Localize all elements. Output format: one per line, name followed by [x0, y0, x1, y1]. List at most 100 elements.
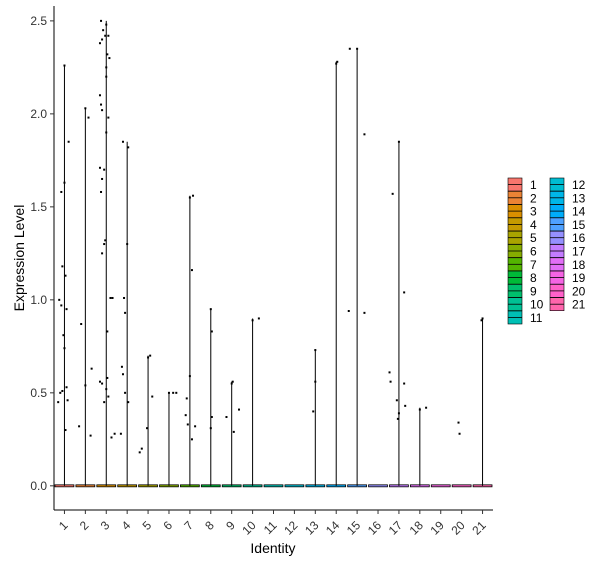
data-point — [356, 47, 359, 50]
data-point — [105, 131, 108, 134]
x-tick-label: 21 — [469, 518, 489, 538]
violin-8 — [200, 308, 221, 488]
data-point — [172, 391, 175, 394]
violin-16 — [368, 484, 388, 488]
data-point — [104, 34, 107, 37]
data-point — [108, 57, 111, 60]
data-point — [188, 196, 191, 199]
data-point — [101, 109, 104, 112]
legend-entry-9: 9 — [507, 284, 537, 298]
data-point — [98, 166, 101, 169]
x-tick-label: 1 — [56, 518, 71, 533]
data-point — [147, 356, 150, 359]
y-tick-label: 2.5 — [30, 14, 47, 28]
data-point — [84, 384, 87, 387]
data-point — [63, 64, 66, 67]
data-point — [397, 412, 400, 415]
legend-label: 13 — [572, 191, 586, 205]
violin-5 — [138, 354, 158, 488]
data-point — [100, 19, 103, 22]
y-tick-label: 0.5 — [30, 386, 47, 400]
data-point — [89, 434, 92, 437]
data-point — [363, 133, 366, 136]
x-tick-label: 10 — [239, 518, 259, 538]
legend-label: 21 — [572, 298, 586, 312]
violin-20 — [451, 421, 472, 488]
violin-18 — [409, 406, 430, 488]
data-point — [389, 380, 392, 383]
data-point — [111, 296, 114, 299]
x-tick-label: 2 — [77, 518, 92, 533]
legend-label: 16 — [572, 231, 586, 245]
data-point — [107, 34, 110, 37]
data-point — [425, 406, 428, 409]
legend-entry-17: 17 — [549, 244, 586, 259]
y-tick-label: 2.0 — [30, 107, 47, 121]
violin-11 — [263, 484, 284, 488]
x-tick-label: 13 — [302, 518, 322, 538]
data-point — [107, 116, 110, 119]
data-point — [64, 274, 67, 277]
data-point — [121, 373, 124, 376]
legend-entry-3: 3 — [507, 204, 537, 219]
data-point — [109, 296, 112, 299]
data-point — [63, 347, 66, 350]
data-point — [121, 140, 124, 143]
data-point — [101, 177, 104, 180]
legend-entry-6: 6 — [507, 244, 537, 259]
data-point — [395, 399, 398, 402]
data-point — [184, 414, 187, 417]
data-point — [396, 417, 399, 420]
x-tick-label: 20 — [448, 518, 468, 538]
x-tick-label: 11 — [261, 518, 280, 537]
x-tick-label: 3 — [98, 518, 113, 533]
violin-7 — [180, 194, 200, 488]
data-point — [167, 391, 170, 394]
data-point — [418, 408, 421, 411]
data-point — [66, 399, 69, 402]
legend-label: 20 — [572, 284, 586, 298]
violin-10 — [242, 317, 263, 488]
data-point — [106, 376, 109, 379]
violin-base-11 — [263, 484, 284, 488]
violin-base-19 — [430, 484, 451, 488]
legend-label: 10 — [530, 298, 544, 312]
legend-label: 7 — [530, 258, 537, 272]
data-point — [60, 190, 63, 193]
data-point — [61, 265, 64, 268]
legend-entry-13: 13 — [549, 191, 586, 205]
violin-1 — [54, 64, 75, 488]
data-point — [102, 29, 105, 32]
x-axis-title: Identity — [250, 540, 295, 556]
x-tick-label: 17 — [386, 518, 406, 538]
violin-14 — [326, 60, 347, 488]
data-point — [84, 107, 87, 110]
data-point — [175, 391, 178, 394]
data-point — [335, 62, 338, 65]
data-point — [190, 438, 193, 441]
legend-entry-20: 20 — [549, 284, 586, 298]
legend-label: 17 — [572, 245, 586, 259]
violin-base-12 — [284, 484, 305, 488]
data-point — [403, 291, 406, 294]
data-point — [78, 425, 81, 428]
data-point — [105, 388, 108, 391]
x-tick-label: 5 — [140, 518, 155, 533]
legend-entry-19: 19 — [549, 270, 586, 285]
data-point — [100, 190, 103, 193]
data-point — [230, 382, 233, 385]
data-point — [106, 53, 109, 56]
y-tick-label: 0.0 — [30, 479, 47, 493]
data-point — [458, 432, 461, 435]
data-point — [194, 425, 197, 428]
legend-label: 12 — [572, 178, 586, 192]
x-tick-label: 14 — [323, 518, 343, 538]
data-point — [107, 395, 110, 398]
x-tick-label: 18 — [407, 518, 427, 538]
data-point — [62, 334, 65, 337]
y-tick-label: 1.5 — [30, 200, 47, 214]
violin-base-16 — [368, 484, 388, 488]
data-point — [120, 365, 123, 368]
data-point — [151, 395, 154, 398]
data-point — [106, 330, 109, 333]
